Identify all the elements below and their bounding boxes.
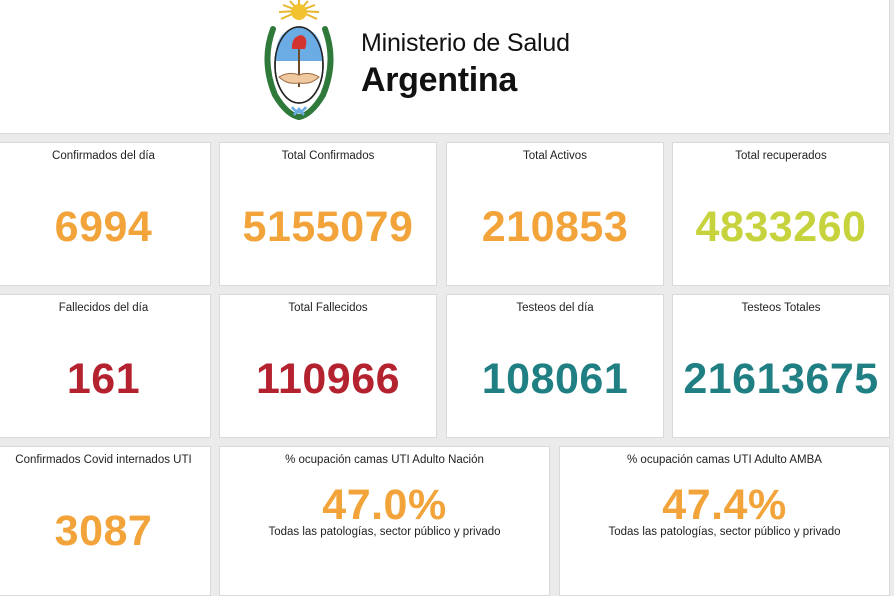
tile-label: % ocupación camas UTI Adulto Nación: [285, 454, 484, 466]
tile-label: Confirmados del día: [52, 150, 155, 162]
tile-label: Testeos del día: [516, 302, 594, 314]
argentina-coat-of-arms-icon: [264, 0, 334, 120]
tile-internados-uti: Confirmados Covid internados UTI 3087: [0, 446, 211, 596]
tile-label: Total Confirmados: [281, 150, 375, 162]
tile-label: Testeos Totales: [741, 302, 821, 314]
tile-value: 161: [66, 355, 141, 403]
tile-value: 3087: [54, 507, 153, 555]
tile-label: Fallecidos del día: [58, 302, 149, 314]
tile-value: 47.0%: [322, 481, 447, 529]
tile-total-recuperados: Total recuperados 4833260: [672, 142, 890, 286]
tile-value: 5155079: [242, 203, 414, 251]
tile-subtitle: Todas las patologías, sector público y p…: [608, 526, 841, 538]
tile-value: 108061: [481, 355, 629, 403]
tile-testeos-totales: Testeos Totales 21613675: [672, 294, 890, 438]
tile-fallecidos-dia: Fallecidos del día 161: [0, 294, 211, 438]
tile-label: Total recuperados: [735, 150, 827, 162]
tile-total-activos: Total Activos 210853: [446, 142, 664, 286]
tile-total-fallecidos: Total Fallecidos 110966: [219, 294, 437, 438]
tile-label: % ocupación camas UTI Adulto AMBA: [627, 454, 822, 466]
tile-value: 110966: [255, 355, 401, 403]
tile-confirmados-dia: Confirmados del día 6994: [0, 142, 211, 286]
tile-label: Total Fallecidos: [288, 302, 368, 314]
tile-value: 6994: [54, 203, 153, 251]
tile-testeos-dia: Testeos del día 108061: [446, 294, 664, 438]
tile-total-confirmados: Total Confirmados 5155079: [219, 142, 437, 286]
tile-label: Confirmados Covid internados UTI: [15, 454, 192, 466]
tile-value: 21613675: [683, 355, 879, 403]
country-name: Argentina: [361, 61, 517, 99]
header-banner: Ministerio de Salud Argentina: [0, 0, 890, 134]
tile-label: Total Activos: [523, 150, 587, 162]
tile-subtitle: Todas las patologías, sector público y p…: [268, 526, 501, 538]
tile-value: 4833260: [695, 203, 867, 251]
tile-value: 210853: [481, 203, 629, 251]
tile-ocupacion-amba: % ocupación camas UTI Adulto AMBA 47.4% …: [559, 446, 890, 596]
ministry-name: Ministerio de Salud: [361, 29, 570, 57]
tile-value: 47.4%: [662, 481, 787, 529]
tile-ocupacion-nacion: % ocupación camas UTI Adulto Nación 47.0…: [219, 446, 550, 596]
